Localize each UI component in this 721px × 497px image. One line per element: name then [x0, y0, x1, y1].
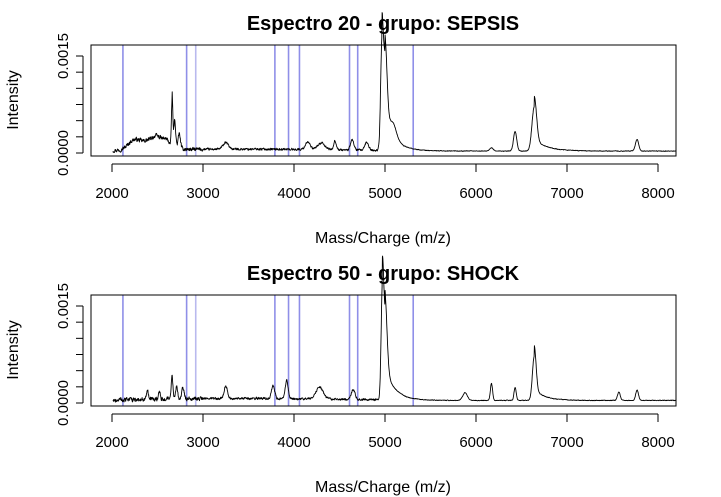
x-axis: 2000 3000 4000 5000 6000 7000 8000 [95, 163, 675, 202]
y-axis-label: Intensity [5, 70, 22, 130]
x-tick-label: 4000 [277, 434, 310, 451]
plot-frame [90, 294, 677, 407]
y-tick-label: 0.0000 [55, 130, 72, 176]
plot-frame [90, 44, 677, 157]
x-tick-label: 5000 [368, 185, 401, 202]
x-tick-label: 7000 [550, 185, 583, 202]
x-tick-label: 3000 [186, 185, 219, 202]
x-tick-label: 5000 [368, 434, 401, 451]
x-tick-label: 2000 [95, 185, 128, 202]
x-tick-label: 3000 [186, 434, 219, 451]
x-tick-label: 7000 [550, 434, 583, 451]
spectrum-panel-shock: Espectro 50 - grupo: SHOCK 2000 3000 4000 5… [5, 255, 677, 496]
y-tick-label: 0.0000 [55, 380, 72, 426]
y-tick-label: 0.0015 [55, 283, 72, 329]
x-axis-label: Mass/Charge (m/z) [315, 230, 451, 247]
x-tick-label: 2000 [95, 434, 128, 451]
y-axis: 0.0000 0.0015 [55, 33, 84, 176]
x-axis: 2000 3000 4000 5000 6000 7000 8000 [95, 413, 675, 451]
x-axis-label: Mass/Charge (m/z) [315, 479, 451, 496]
spectrum-panel-sepsis: Espectro 20 - grupo: SEPSIS 2000 3000 4000… [5, 12, 677, 247]
spectrum-line [112, 12, 677, 154]
y-axis: 0.0000 0.0015 [55, 283, 84, 426]
x-tick-label: 6000 [459, 434, 492, 451]
x-tick-label: 6000 [459, 185, 492, 202]
y-tick-label: 0.0015 [55, 33, 72, 79]
x-tick-label: 8000 [641, 434, 674, 451]
spectrum-line [112, 255, 677, 403]
marker-lines [122, 45, 415, 156]
marker-lines [122, 295, 415, 406]
x-tick-label: 4000 [277, 185, 310, 202]
x-tick-label: 8000 [641, 185, 674, 202]
y-axis-label: Intensity [5, 320, 22, 380]
